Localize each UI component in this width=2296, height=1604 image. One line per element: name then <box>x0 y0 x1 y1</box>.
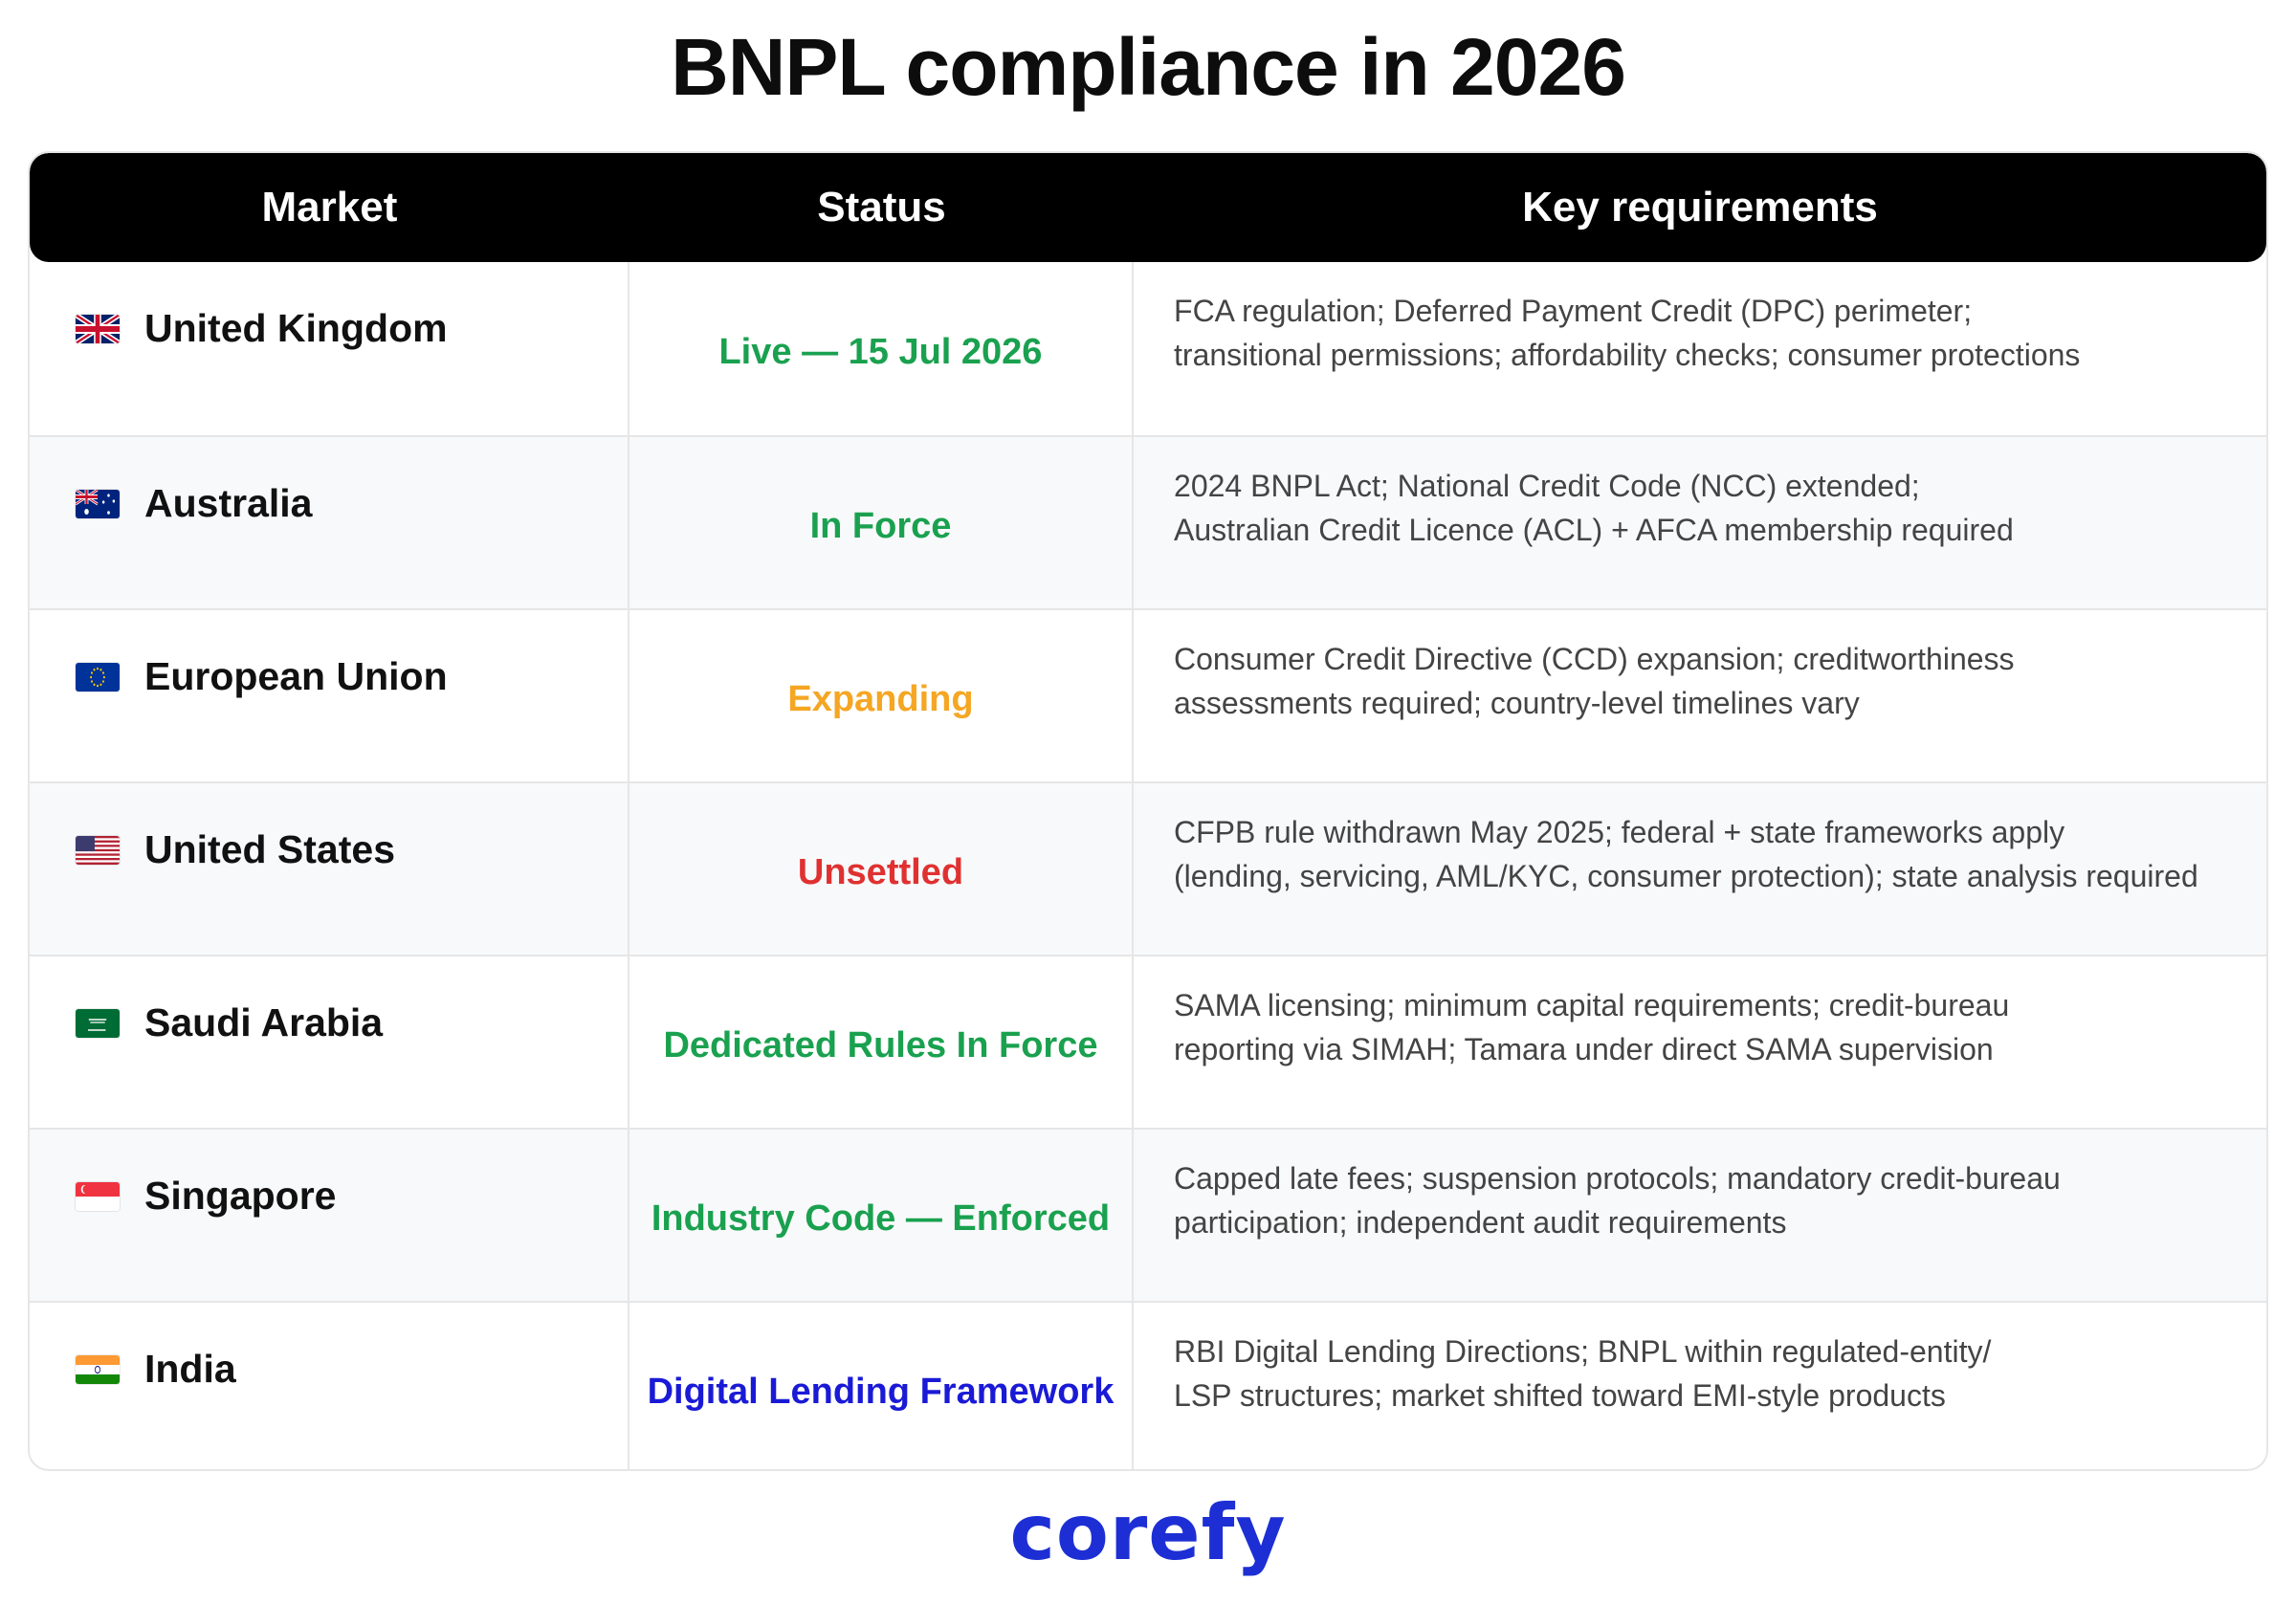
market-cell: India <box>30 1303 629 1469</box>
requirements-cell: 2024 BNPL Act; National Credit Code (NCC… <box>1134 437 2266 608</box>
singapore-flag-icon <box>76 1181 120 1211</box>
status-label: Industry Code — Enforced <box>651 1198 1111 1239</box>
market-cell: United States <box>30 783 629 955</box>
market-name: Singapore <box>144 1174 337 1218</box>
eu-flag-icon <box>76 662 120 692</box>
status-cell: Industry Code — Enforced <box>629 1130 1135 1301</box>
market-name: United States <box>144 827 395 871</box>
status-label: Expanding <box>787 679 974 719</box>
market-name: United Kingdom <box>144 306 448 350</box>
table-header: Market Status Key requirements <box>30 153 2266 262</box>
status-label: Dedicated Rules In Force <box>663 1025 1098 1066</box>
header-status: Status <box>817 184 946 231</box>
status-cell: Dedicated Rules In Force <box>629 956 1135 1128</box>
status-label: Live — 15 Jul 2026 <box>718 332 1043 372</box>
corefy-logo: corefy <box>1009 1488 1287 1577</box>
requirements-cell: Capped late fees; suspension protocols; … <box>1134 1130 2266 1301</box>
requirements-line: FCA regulation; Deferred Payment Credit … <box>1174 294 1973 328</box>
market-name: India <box>144 1347 236 1391</box>
requirements-line: CFPB rule withdrawn May 2025; federal + … <box>1174 815 2065 849</box>
requirements-line: Capped late fees; suspension protocols; … <box>1174 1161 2061 1196</box>
requirements-line: (lending, servicing, AML/KYC, consumer p… <box>1174 859 2198 893</box>
status-label: Digital Lending Framework <box>647 1372 1115 1412</box>
requirements-cell: Consumer Credit Directive (CCD) expansio… <box>1134 610 2266 781</box>
table-row: European Union Expanding Consumer Credit… <box>30 608 2266 781</box>
market-cell: United Kingdom <box>30 262 629 435</box>
uk-flag-icon <box>76 314 120 343</box>
table-row: United Kingdom Live — 15 Jul 2026 FCA re… <box>30 262 2266 435</box>
requirements-cell: CFPB rule withdrawn May 2025; federal + … <box>1134 783 2266 955</box>
requirements-line: RBI Digital Lending Directions; BNPL wit… <box>1174 1334 1992 1369</box>
header-market: Market <box>261 184 398 231</box>
market-name: Saudi Arabia <box>144 1000 384 1044</box>
status-label: Unsettled <box>797 852 964 892</box>
status-cell: Digital Lending Framework <box>629 1303 1135 1469</box>
status-cell: Unsettled <box>629 783 1135 955</box>
australia-flag-icon <box>76 489 120 518</box>
us-flag-icon <box>76 835 120 865</box>
status-label: In Force <box>809 506 952 546</box>
requirements-line: assessments required; country-level time… <box>1174 686 1860 720</box>
requirements-line: Australian Credit Licence (ACL) + AFCA m… <box>1174 513 2014 547</box>
requirements-line: 2024 BNPL Act; National Credit Code (NCC… <box>1174 469 1920 503</box>
market-name: Australia <box>144 481 313 525</box>
status-cell: In Force <box>629 437 1135 608</box>
market-cell: Australia <box>30 437 629 608</box>
market-cell: Singapore <box>30 1130 629 1301</box>
table-row: India Digital Lending Framework RBI Digi… <box>30 1301 2266 1469</box>
market-cell: European Union <box>30 610 629 781</box>
requirements-line: Consumer Credit Directive (CCD) expansio… <box>1174 642 2015 676</box>
table-row: Saudi Arabia Dedicated Rules In Force SA… <box>30 955 2266 1128</box>
requirements-line: transitional permissions; affordability … <box>1174 338 2081 372</box>
status-cell: Live — 15 Jul 2026 <box>629 262 1135 435</box>
saudi-flag-icon <box>76 1008 120 1038</box>
requirements-cell: FCA regulation; Deferred Payment Credit … <box>1134 262 2266 435</box>
header-requirements: Key requirements <box>1522 184 1878 231</box>
requirements-cell: SAMA licensing; minimum capital requirem… <box>1134 956 2266 1128</box>
india-flag-icon <box>76 1354 120 1384</box>
market-name: European Union <box>144 654 448 698</box>
requirements-line: SAMA licensing; minimum capital requirem… <box>1174 988 2010 1022</box>
page-title: BNPL compliance in 2026 <box>671 22 1626 112</box>
requirements-cell: RBI Digital Lending Directions; BNPL wit… <box>1134 1303 2266 1469</box>
requirements-line: LSP structures; market shifted toward EM… <box>1174 1378 1946 1413</box>
status-cell: Expanding <box>629 610 1135 781</box>
requirements-line: participation; independent audit require… <box>1174 1205 1787 1240</box>
requirements-line: reporting via SIMAH; Tamara under direct… <box>1174 1032 1994 1066</box>
table-row: Singapore Industry Code — Enforced Cappe… <box>30 1128 2266 1301</box>
market-cell: Saudi Arabia <box>30 956 629 1128</box>
table-body: United Kingdom Live — 15 Jul 2026 FCA re… <box>30 262 2266 1469</box>
compliance-table: Market Status Key requirements <box>28 151 2268 1471</box>
table-row: Australia In Force 2024 BNPL Act; Nation… <box>30 435 2266 608</box>
table-row: United States Unsettled CFPB rule withdr… <box>30 781 2266 955</box>
